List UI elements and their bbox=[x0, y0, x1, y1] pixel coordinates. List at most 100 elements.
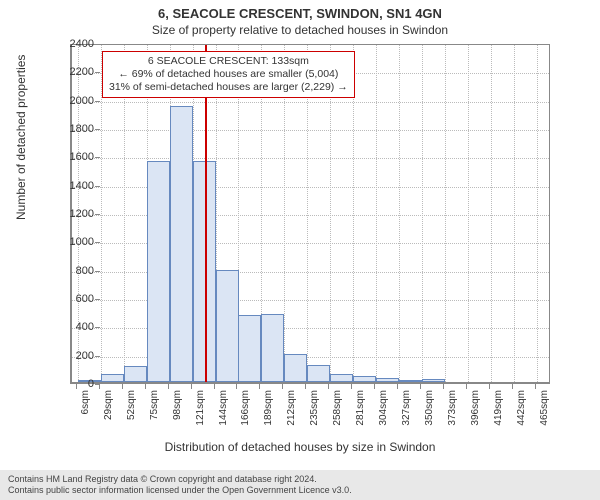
histogram-bar bbox=[170, 106, 193, 382]
xtick-mark bbox=[282, 384, 283, 389]
gridline-v bbox=[445, 45, 446, 382]
y-axis-label: Number of detached properties bbox=[14, 55, 28, 220]
ytick-mark bbox=[95, 214, 100, 215]
histogram-bar bbox=[238, 315, 261, 382]
attribution-footer: Contains HM Land Registry data © Crown c… bbox=[0, 470, 600, 500]
gridline-h bbox=[72, 187, 549, 188]
ytick-label: 2400 bbox=[54, 38, 94, 50]
xtick-mark bbox=[214, 384, 215, 389]
xtick-mark bbox=[489, 384, 490, 389]
xtick-label: 52sqm bbox=[126, 390, 137, 420]
chart-container: 6, SEACOLE CRESCENT, SWINDON, SN1 4GN Si… bbox=[0, 0, 600, 500]
chart-area: 6 SEACOLE CRESCENT: 133sqm← 69% of detac… bbox=[70, 44, 580, 414]
plot-region: 6 SEACOLE CRESCENT: 133sqm← 69% of detac… bbox=[70, 44, 550, 384]
xtick-mark bbox=[466, 384, 467, 389]
ytick-mark bbox=[95, 44, 100, 45]
histogram-bar bbox=[376, 378, 399, 382]
histogram-bar bbox=[124, 366, 147, 382]
xtick-mark bbox=[420, 384, 421, 389]
xtick-label: 419sqm bbox=[493, 390, 504, 426]
ytick-mark bbox=[95, 299, 100, 300]
xtick-mark bbox=[351, 384, 352, 389]
xtick-mark bbox=[535, 384, 536, 389]
ytick-label: 1800 bbox=[54, 123, 94, 135]
xtick-label: 281sqm bbox=[355, 390, 366, 426]
ytick-label: 600 bbox=[54, 293, 94, 305]
gridline-v bbox=[376, 45, 377, 382]
ytick-label: 800 bbox=[54, 265, 94, 277]
xtick-label: 121sqm bbox=[195, 390, 206, 426]
annotation-box: 6 SEACOLE CRESCENT: 133sqm← 69% of detac… bbox=[102, 51, 355, 98]
xtick-mark bbox=[236, 384, 237, 389]
gridline-h bbox=[72, 300, 549, 301]
attribution-line2: Contains public sector information licen… bbox=[8, 485, 592, 496]
gridline-h bbox=[72, 357, 549, 358]
gridline-v bbox=[514, 45, 515, 382]
xtick-label: 144sqm bbox=[218, 390, 229, 426]
xtick-label: 6sqm bbox=[80, 390, 91, 414]
xtick-mark bbox=[99, 384, 100, 389]
ytick-mark bbox=[95, 157, 100, 158]
ytick-label: 1000 bbox=[54, 236, 94, 248]
attribution-line1: Contains HM Land Registry data © Crown c… bbox=[8, 474, 592, 485]
gridline-h bbox=[72, 272, 549, 273]
gridline-v bbox=[537, 45, 538, 382]
histogram-bar bbox=[101, 374, 124, 383]
xtick-mark bbox=[374, 384, 375, 389]
xtick-label: 350sqm bbox=[424, 390, 435, 426]
ytick-mark bbox=[95, 72, 100, 73]
ytick-mark bbox=[95, 327, 100, 328]
histogram-bar bbox=[147, 161, 170, 382]
ytick-mark bbox=[95, 186, 100, 187]
xtick-label: 465sqm bbox=[539, 390, 550, 426]
annotation-line: 31% of semi-detached houses are larger (… bbox=[109, 81, 348, 94]
xtick-mark bbox=[305, 384, 306, 389]
ytick-label: 0 bbox=[54, 378, 94, 390]
ytick-label: 400 bbox=[54, 321, 94, 333]
gridline-h bbox=[72, 243, 549, 244]
histogram-bar bbox=[330, 374, 353, 383]
xtick-label: 258sqm bbox=[332, 390, 343, 426]
gridline-h bbox=[72, 102, 549, 103]
xtick-label: 304sqm bbox=[378, 390, 389, 426]
xtick-mark bbox=[76, 384, 77, 389]
xtick-label: 98sqm bbox=[172, 390, 183, 420]
xtick-label: 373sqm bbox=[447, 390, 458, 426]
xtick-mark bbox=[259, 384, 260, 389]
x-axis-label: Distribution of detached houses by size … bbox=[0, 440, 600, 454]
title-main: 6, SEACOLE CRESCENT, SWINDON, SN1 4GN bbox=[0, 0, 600, 21]
gridline-h bbox=[72, 158, 549, 159]
ytick-label: 1400 bbox=[54, 180, 94, 192]
gridline-h bbox=[72, 328, 549, 329]
histogram-bar bbox=[261, 314, 284, 382]
ytick-mark bbox=[95, 129, 100, 130]
gridline-h bbox=[72, 130, 549, 131]
xtick-mark bbox=[397, 384, 398, 389]
ytick-label: 1200 bbox=[54, 208, 94, 220]
xtick-mark bbox=[168, 384, 169, 389]
xtick-label: 396sqm bbox=[470, 390, 481, 426]
annotation-line: ← 69% of detached houses are smaller (5,… bbox=[109, 68, 348, 81]
gridline-v bbox=[422, 45, 423, 382]
xtick-mark bbox=[512, 384, 513, 389]
histogram-bar bbox=[353, 376, 376, 382]
ytick-label: 200 bbox=[54, 350, 94, 362]
gridline-h bbox=[72, 215, 549, 216]
xtick-label: 442sqm bbox=[516, 390, 527, 426]
xtick-label: 327sqm bbox=[401, 390, 412, 426]
histogram-bar bbox=[399, 380, 422, 382]
xtick-mark bbox=[145, 384, 146, 389]
ytick-mark bbox=[95, 242, 100, 243]
ytick-mark bbox=[95, 271, 100, 272]
xtick-label: 75sqm bbox=[149, 390, 160, 420]
ytick-label: 1600 bbox=[54, 151, 94, 163]
gridline-v bbox=[468, 45, 469, 382]
title-sub: Size of property relative to detached ho… bbox=[0, 23, 600, 37]
xtick-label: 235sqm bbox=[309, 390, 320, 426]
xtick-mark bbox=[443, 384, 444, 389]
ytick-label: 2200 bbox=[54, 66, 94, 78]
histogram-bar bbox=[284, 354, 307, 382]
histogram-bar bbox=[307, 365, 330, 382]
xtick-mark bbox=[122, 384, 123, 389]
gridline-v bbox=[399, 45, 400, 382]
